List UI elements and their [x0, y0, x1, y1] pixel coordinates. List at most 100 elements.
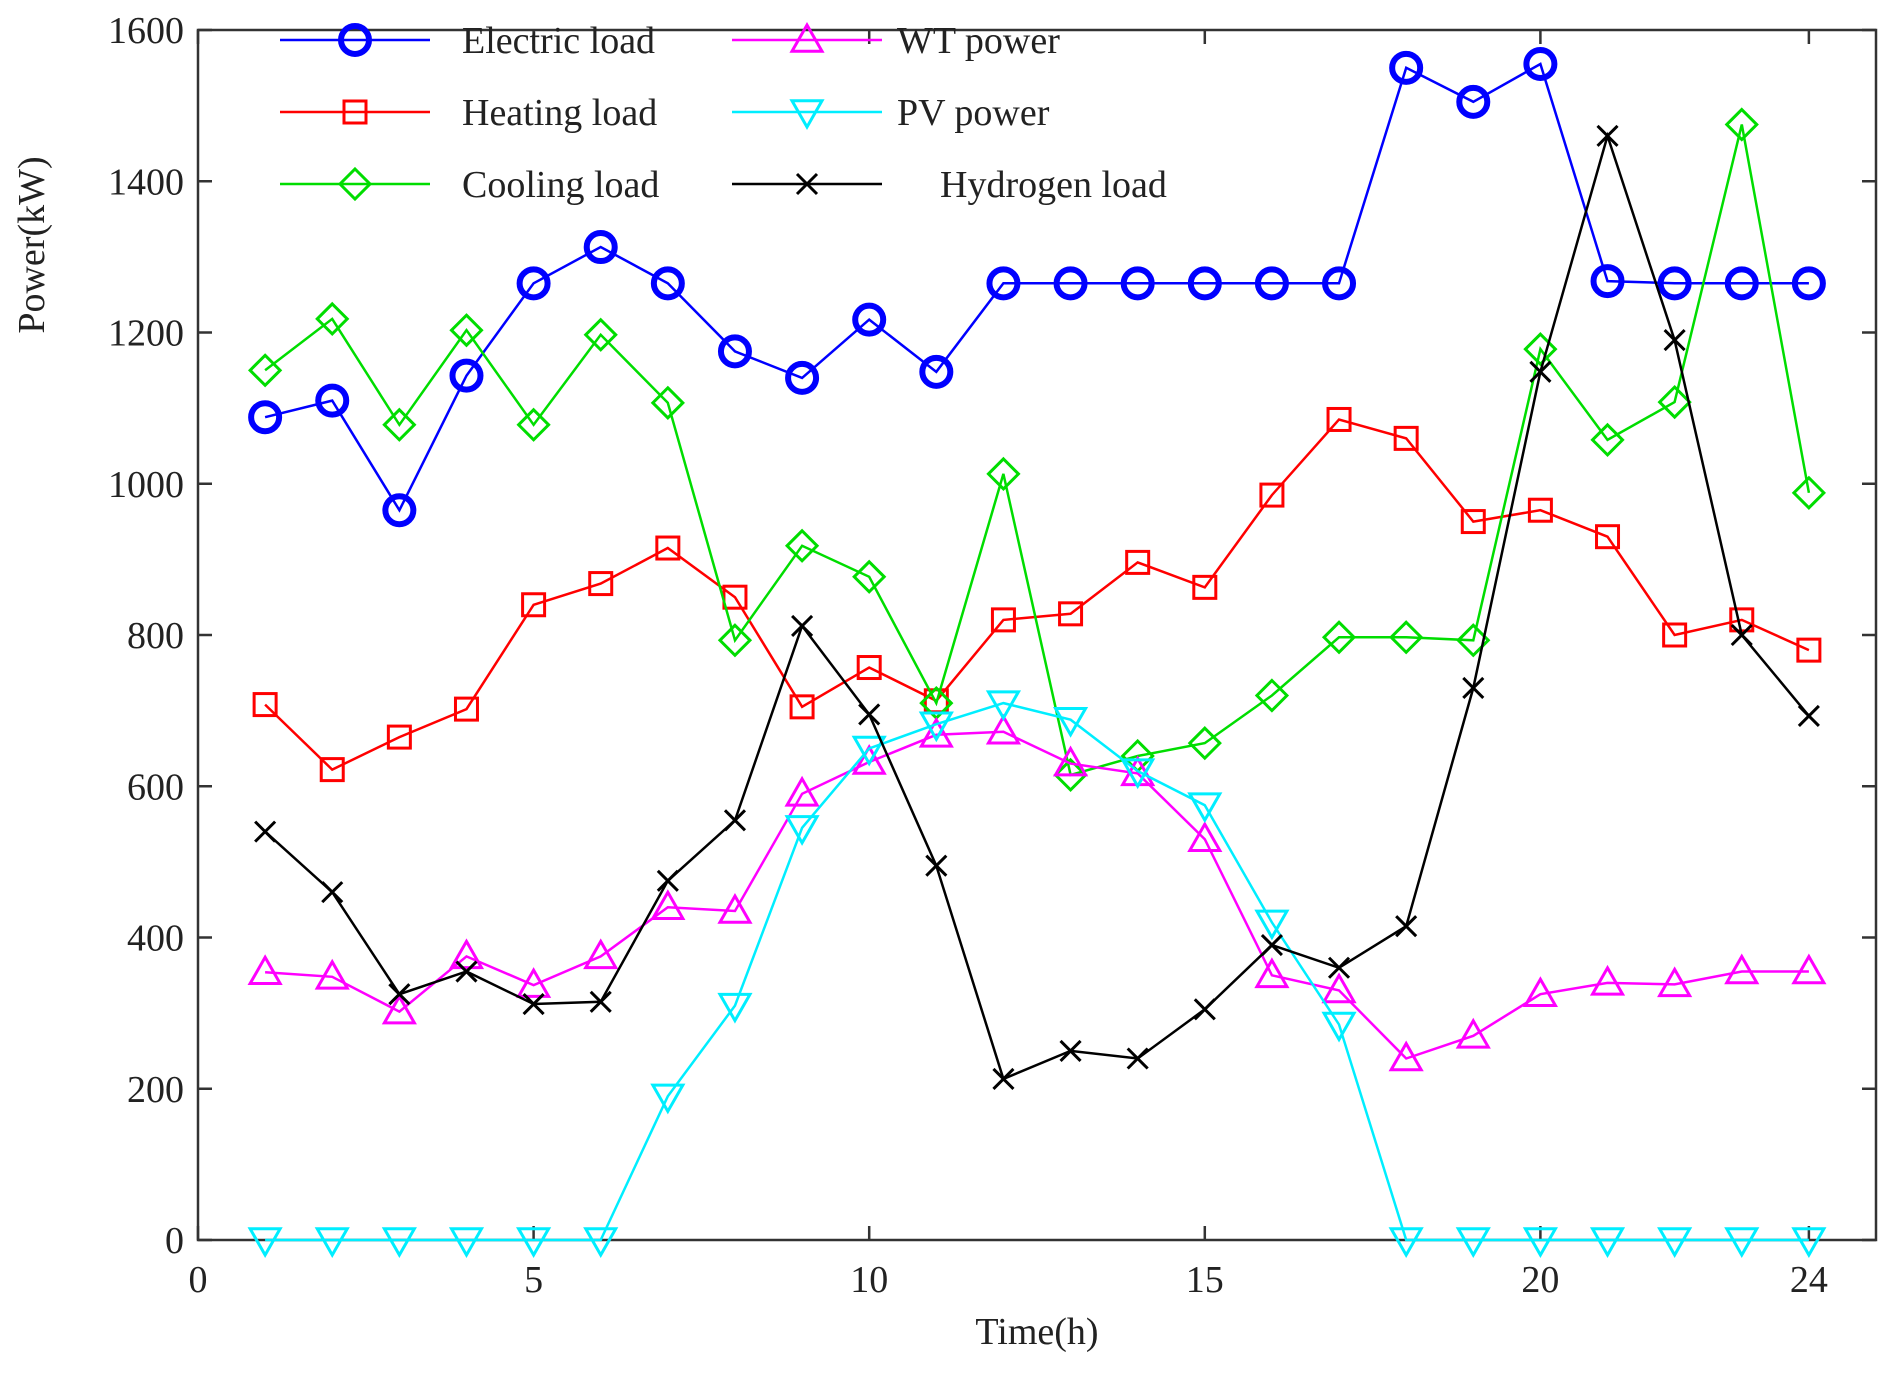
series-wt-power: [247, 713, 1827, 1072]
data-point-cooling-load: [1590, 422, 1625, 458]
data-point-cooling-load: [784, 528, 820, 563]
data-point-heating-load: [1326, 406, 1352, 432]
y-tick-label: 1400: [108, 161, 184, 203]
x-tick-label: 20: [1521, 1259, 1559, 1301]
data-point-wt-power: [314, 958, 350, 990]
data-point-pv-power: [448, 1227, 485, 1259]
y-tick-label: 200: [127, 1069, 184, 1111]
data-point-heating-load: [252, 692, 278, 718]
legend-marker-pv-power: [789, 99, 825, 131]
data-point-heating-load: [1460, 509, 1486, 535]
data-point-electric-load: [1254, 266, 1289, 301]
data-point-hydrogen-load: [723, 809, 747, 832]
data-point-wt-power: [1657, 966, 1693, 998]
data-point-hydrogen-load: [1529, 360, 1552, 383]
legend-item-hydrogen-load: Hydrogen load: [732, 164, 1167, 206]
series-electric-load: [248, 47, 1826, 528]
x-tick-label: 10: [850, 1259, 888, 1301]
data-point-hydrogen-load: [791, 614, 814, 637]
data-point-hydrogen-load: [925, 854, 948, 877]
data-point-electric-load: [986, 266, 1021, 301]
data-point-pv-power: [1321, 1011, 1357, 1043]
data-point-wt-power: [247, 954, 283, 986]
data-point-wt-power: [1254, 957, 1290, 989]
plot-area: [196, 28, 1878, 1242]
data-point-pv-power: [1724, 1227, 1760, 1259]
data-point-wt-power: [1388, 1040, 1424, 1072]
series-line-hydrogen-load: [264, 131, 1810, 1081]
data-point-electric-load: [650, 266, 685, 301]
data-point-wt-power: [448, 938, 485, 970]
plot-frame: [196, 28, 1878, 1242]
data-point-electric-load: [1523, 47, 1558, 82]
data-point-wt-power: [1522, 976, 1558, 1007]
data-point-heating-load: [1259, 482, 1285, 508]
series-cooling-load: [247, 107, 1827, 793]
data-point-wt-power: [784, 775, 820, 807]
legend-label-electric-load: Electric load: [462, 20, 655, 62]
data-point-heating-load: [1125, 549, 1151, 575]
data-point-hydrogen-load: [1126, 1047, 1149, 1070]
data-point-wt-power: [1589, 964, 1626, 996]
data-point-heating-load: [588, 571, 614, 597]
data-point-hydrogen-load: [1663, 329, 1686, 352]
data-point-wt-power: [1321, 972, 1357, 1004]
legend: Electric load Heating load Cooling load WT …: [280, 20, 1167, 206]
data-point-pv-power: [851, 735, 887, 767]
data-point-electric-load: [1187, 266, 1222, 301]
data-point-pv-power: [985, 690, 1022, 722]
data-point-pv-power: [314, 1227, 350, 1259]
y-tick-label: 600: [127, 766, 184, 808]
data-point-cooling-load: [986, 456, 1021, 492]
data-point-electric-load: [1120, 266, 1155, 301]
series-line-heating-load: [264, 418, 1810, 772]
legend-marker-heating-load: [342, 99, 368, 125]
data-point-pv-power: [650, 1083, 686, 1115]
data-point-cooling-load: [1321, 620, 1357, 655]
legend-marker-hydrogen-load: [795, 172, 819, 196]
data-point-electric-load: [785, 360, 820, 395]
data-point-wt-power: [1052, 745, 1089, 777]
data-point-cooling-load: [1724, 107, 1759, 142]
data-point-heating-load: [453, 696, 479, 722]
data-point-electric-load: [852, 302, 887, 337]
data-point-wt-power: [918, 716, 954, 748]
data-point-hydrogen-load: [1462, 676, 1485, 699]
data-point-electric-load: [315, 383, 350, 418]
data-point-electric-load: [1657, 266, 1692, 301]
x-tick-label: 15: [1186, 1259, 1224, 1301]
data-point-cooling-load: [449, 313, 484, 348]
data-point-heating-load: [1796, 637, 1822, 663]
series-line-pv-power: [265, 701, 1809, 1242]
data-point-heating-load: [1595, 524, 1621, 550]
data-point-hydrogen-load: [522, 992, 545, 1016]
data-point-hydrogen-load: [858, 703, 881, 726]
data-point-pv-power: [516, 1227, 552, 1259]
data-point-heating-load: [386, 724, 412, 750]
data-point-cooling-load: [315, 301, 350, 337]
data-point-wt-power: [516, 967, 552, 998]
legend-label-pv-power: PV power: [897, 92, 1050, 134]
data-point-pv-power: [381, 1227, 417, 1259]
data-point-pv-power: [1522, 1227, 1558, 1259]
legend-item-cooling-load: Cooling load: [280, 164, 659, 206]
data-point-wt-power: [1187, 821, 1223, 852]
data-point-hydrogen-load: [1730, 623, 1753, 647]
data-point-heating-load: [856, 655, 882, 681]
data-point-hydrogen-load: [254, 820, 277, 843]
data-point-electric-load: [382, 493, 417, 528]
series-line-cooling-load: [264, 124, 1811, 777]
legend-label-wt-power: WT power: [897, 20, 1060, 62]
y-tick-label: 1000: [108, 464, 184, 506]
legend-label-hydrogen-load: Hydrogen load: [940, 164, 1167, 206]
data-point-hydrogen-load: [656, 869, 679, 892]
y-tick-label: 800: [127, 615, 184, 657]
data-point-cooling-load: [516, 407, 551, 442]
data-point-electric-load: [1724, 266, 1759, 301]
data-point-pv-power: [1120, 758, 1156, 790]
legend-marker-electric-load: [338, 23, 372, 57]
y-tick-label: 1600: [108, 10, 184, 52]
data-point-hydrogen-load: [1596, 124, 1619, 147]
y-axis-label: Power(kW): [11, 156, 53, 333]
data-point-cooling-load: [1053, 757, 1088, 793]
